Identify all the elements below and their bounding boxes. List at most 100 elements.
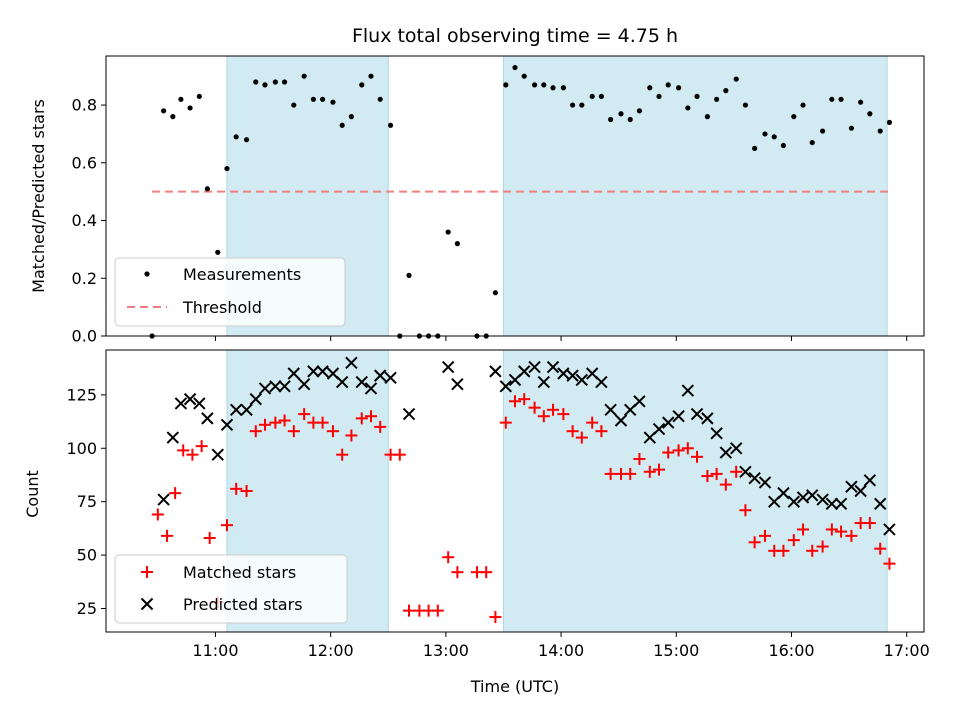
predicted-point-b	[546, 360, 560, 374]
measurement-point	[752, 145, 758, 151]
measurement-point	[742, 102, 749, 108]
predicted-point-b	[307, 365, 320, 378]
matched-point	[604, 467, 617, 480]
matched-point	[518, 393, 531, 406]
x-tick-label: 11:00	[192, 641, 238, 660]
predicted-point	[240, 403, 253, 417]
predicted-point	[402, 407, 416, 421]
shaded-interval	[502, 349, 888, 633]
measurement-point	[570, 102, 576, 108]
predicted-point	[719, 446, 733, 459]
y-tick-label: 75	[77, 492, 97, 511]
legend-label-measurements: Measurements	[183, 265, 301, 284]
matched-point	[177, 444, 190, 457]
predicted-point	[546, 360, 560, 374]
bottom-legend: Matched stars Predicted stars	[114, 554, 348, 624]
legend-marker-predicted	[140, 597, 154, 611]
predicted-point	[874, 497, 887, 511]
predicted-point	[672, 410, 685, 423]
measurement-point	[685, 105, 691, 111]
predicted-point-b	[557, 367, 570, 380]
predicted-point-b	[402, 407, 416, 421]
measurement-point	[598, 93, 605, 100]
matched-point	[364, 410, 377, 423]
predicted-point-b	[174, 397, 188, 410]
matched-point	[393, 448, 406, 461]
predicted-point-b	[297, 377, 311, 391]
predicted-point	[269, 380, 282, 393]
predicted-point	[739, 465, 752, 478]
matched-point	[195, 440, 208, 453]
matched-point	[203, 532, 216, 544]
matched-point	[662, 446, 675, 459]
measurement-point	[330, 99, 336, 105]
measurement-point	[454, 241, 460, 247]
predicted-point-b	[166, 431, 180, 444]
predicted-point	[796, 491, 810, 504]
matched-point	[777, 544, 790, 557]
predicted-point	[748, 471, 761, 485]
matched-point	[883, 557, 896, 570]
bottom-panel: 25 50 75 100 125 11:00 12:00 13:00 14:00 15:00 16…	[23, 349, 930, 696]
predicted-point	[518, 365, 531, 378]
measurement-point	[243, 137, 250, 143]
predicted-point-b	[825, 497, 839, 511]
predicted-point	[614, 414, 628, 427]
predicted-point-b	[863, 474, 877, 487]
predicted-point-b	[845, 480, 858, 493]
measurement-point	[224, 165, 230, 172]
measurement-point	[512, 64, 518, 71]
predicted-point	[258, 382, 272, 395]
predicted-point-b	[240, 403, 253, 417]
predicted-point-b	[604, 403, 617, 417]
predicted-point	[633, 395, 646, 408]
predicted-point	[183, 392, 197, 406]
predicted-point-b	[201, 412, 214, 425]
bottom-ylabel: Count	[23, 470, 42, 518]
measurement-point	[196, 93, 202, 100]
measurement-point	[618, 111, 624, 117]
legend-label-threshold: Threshold	[182, 298, 262, 317]
x-tick-label: 13:00	[423, 641, 469, 660]
predicted-point-b	[690, 407, 704, 421]
measurement-point	[636, 108, 643, 114]
predicted-point-b	[345, 356, 358, 370]
matched-point	[451, 566, 464, 579]
predicted-point-b	[710, 427, 723, 440]
predicted-point	[557, 367, 570, 380]
measurement-point	[348, 114, 354, 120]
predicted-point	[845, 480, 858, 493]
measurement-point	[627, 116, 633, 123]
top-ylabel: Matched/Predicted stars	[29, 99, 48, 293]
predicted-point-b	[681, 384, 695, 397]
measurement-point	[829, 96, 835, 102]
measurement-point	[820, 128, 826, 134]
predicted-point	[758, 476, 772, 489]
predicted-point	[316, 365, 329, 378]
measurement-point	[310, 96, 316, 102]
predicted-point-b	[211, 448, 224, 461]
matched-point	[169, 487, 182, 500]
matched-point	[403, 604, 416, 617]
predicted-point-b	[220, 418, 234, 431]
measurement-point	[291, 102, 297, 108]
predicted-point-b	[364, 382, 378, 395]
matched-point	[825, 523, 838, 536]
matched-point	[336, 448, 349, 461]
matched-point	[499, 416, 512, 429]
matched-point	[258, 418, 271, 431]
matched-point	[240, 485, 253, 497]
x-tick-label: 17:00	[884, 641, 930, 660]
measurement-point	[319, 96, 326, 102]
predicted-point	[787, 495, 801, 508]
predicted-point	[193, 397, 206, 410]
x-tick-label: 15:00	[653, 641, 699, 660]
measurement-point	[233, 134, 239, 140]
matched-point	[537, 410, 550, 423]
predicted-point-b	[883, 523, 896, 536]
matched-point	[624, 467, 637, 480]
predicted-point	[710, 427, 723, 440]
measurement-point	[492, 290, 499, 296]
measurement-point	[656, 93, 662, 100]
predicted-point	[604, 403, 617, 417]
